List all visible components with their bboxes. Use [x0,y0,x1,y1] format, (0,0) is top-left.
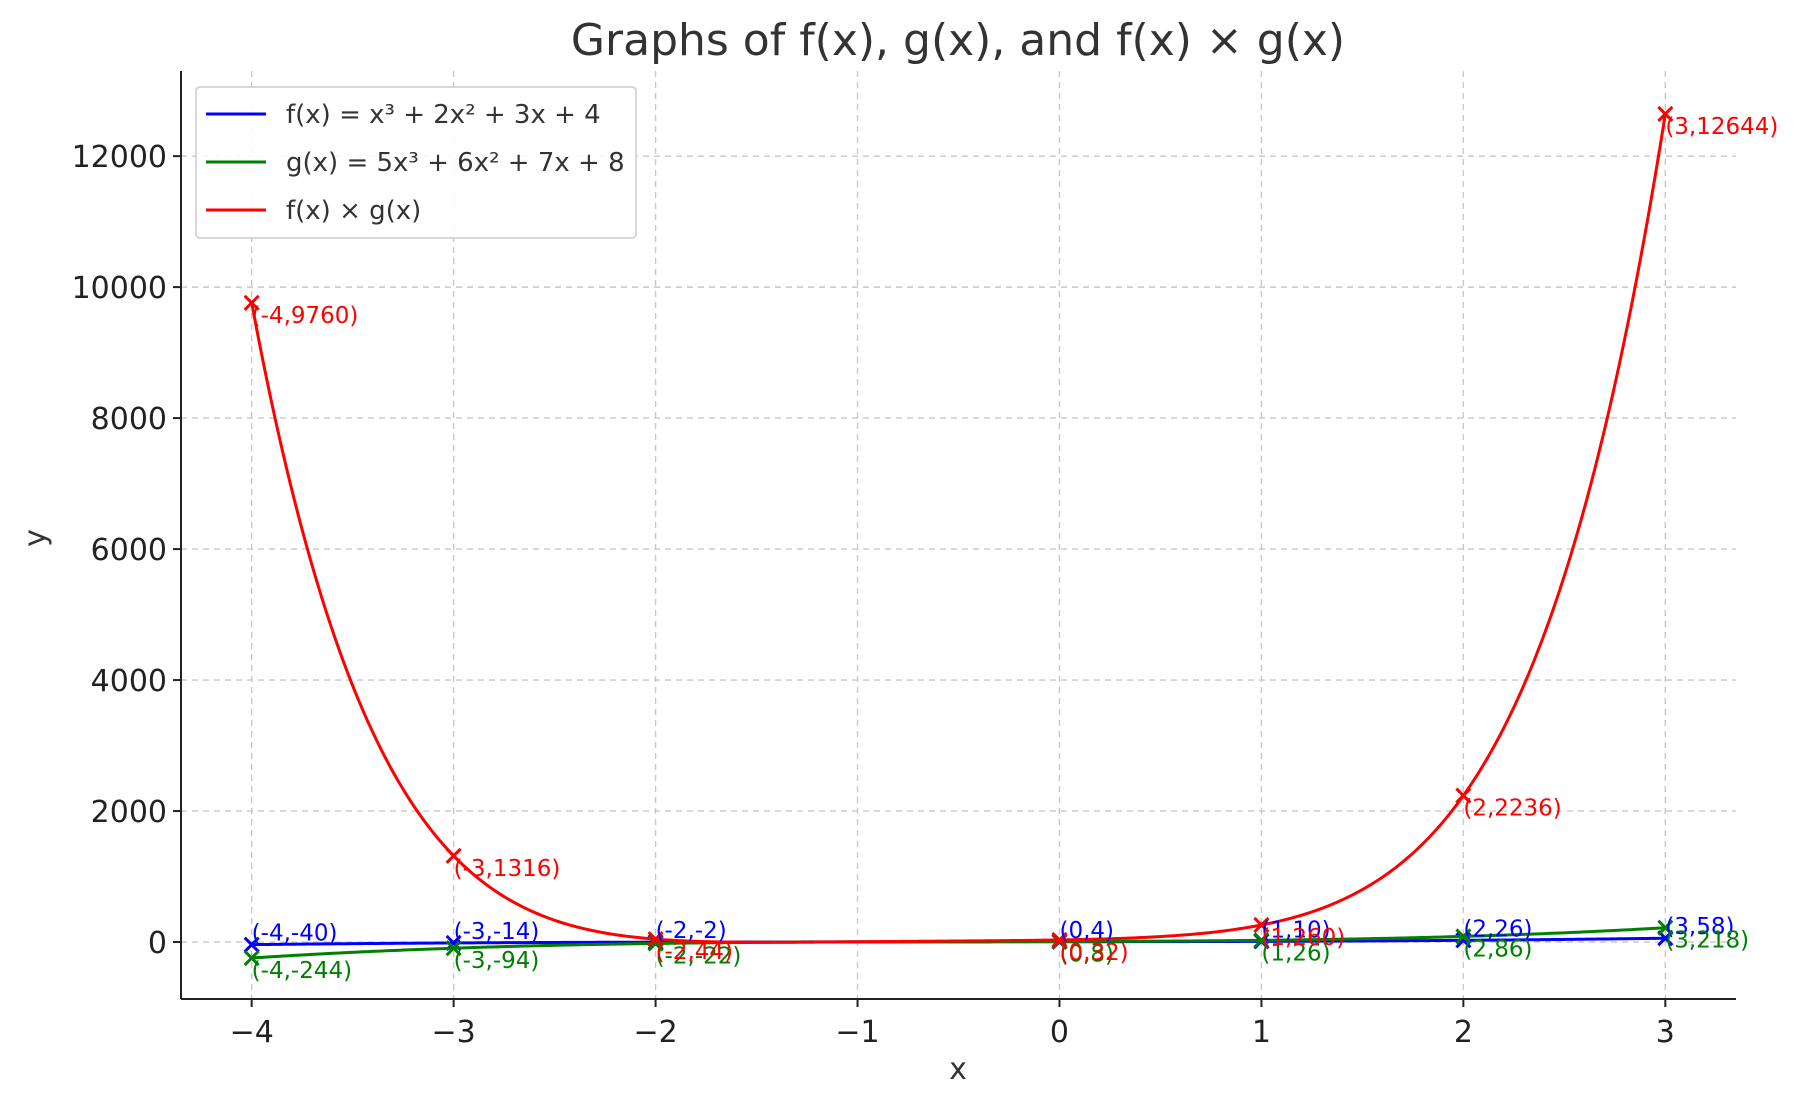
x-tick-label: −3 [432,1015,476,1050]
product-point-label: (0,32) [1059,940,1128,966]
legend-item-g-label: g(x) = 5x³ + 6x² + 7x + 8 [286,148,625,178]
product-point-label: (2,2236) [1463,796,1561,822]
x-tick-label: −1 [835,1015,879,1050]
x-tick-label: −4 [230,1015,274,1050]
g-point-marker [445,940,462,957]
f-point-marker [243,936,260,953]
axes: −4 −3 −2 −1 0 1 2 3 0 2000 4000 6000 8000 10000 12000 [72,71,1736,1050]
x-tick-label: −2 [633,1015,677,1050]
legend-item-f-label: f(x) = x³ + 2x² + 3x + 4 [286,100,601,130]
plot-series [243,105,1674,967]
f-point-label: (-3,-14) [454,919,540,945]
y-tick-label: 0 [148,926,167,961]
x-tick-label: 2 [1454,1015,1473,1050]
product-point-label: (1,260) [1261,925,1345,951]
x-axis-label: x [949,1052,967,1087]
product-point-marker [1455,787,1472,804]
y-tick-label: 4000 [91,664,167,699]
y-tick-label: 2000 [91,795,167,830]
f-point-label: (-4,-40) [252,921,338,947]
g-point-label: (3,218) [1665,928,1749,954]
g-point-label: (-2,-22) [656,943,742,969]
x-tick-label: 3 [1656,1015,1675,1050]
product-point-marker [647,931,664,948]
g-point-label: (-3,-94) [454,948,540,974]
chart-title: Graphs of f(x), g(x), and f(x) × g(x) [571,15,1345,66]
g-point-label: (1,26) [1261,940,1330,966]
f-point-label: (2,26) [1463,916,1532,942]
g-point-label: (-4,-244) [252,958,352,984]
product-point-marker [1051,931,1068,948]
data-labels: (-4,-40) (-3,-14) (-2,-2) (0,4) (1,10) (2,26)… [252,114,1779,984]
product-point-label: (-4,9760) [252,303,359,329]
g-point-marker [1657,919,1674,936]
legend-box [195,86,637,239]
product-point-label: (3,12644) [1665,114,1778,140]
g-point-marker [1253,932,1270,949]
y-tick-label: 12000 [72,140,167,175]
f-point-label: (0,4) [1059,918,1114,944]
f-point-label: (3,58) [1665,914,1734,940]
product-point-marker [1657,105,1674,123]
g-point-marker [243,949,260,967]
g-point-marker [1455,928,1472,945]
product-point-label: (-3,1316) [454,856,561,882]
legend: f(x) = x³ + 2x² + 3x + 4 g(x) = 5x³ + 6x²… [195,86,637,239]
y-tick-label: 8000 [91,402,167,437]
product-point-marker [1253,916,1270,934]
y-tick-label: 6000 [91,533,167,568]
x-tick-label: 1 [1252,1015,1271,1050]
product-point-marker [243,294,260,311]
x-tick-label: 0 [1050,1015,1069,1050]
g-point-label: (2,86) [1463,936,1532,962]
product-point-marker [445,847,462,864]
product-curve [250,113,1667,944]
legend-item-product-label: f(x) × g(x) [286,196,421,226]
y-axis-label: y [18,529,53,547]
f-point-label: (-2,-2) [656,918,727,944]
g-point-label: (0,8) [1059,941,1114,967]
product-point-label: (-2,44) [656,939,733,965]
f-point-label: (1,10) [1261,917,1330,943]
y-tick-label: 10000 [72,271,167,306]
